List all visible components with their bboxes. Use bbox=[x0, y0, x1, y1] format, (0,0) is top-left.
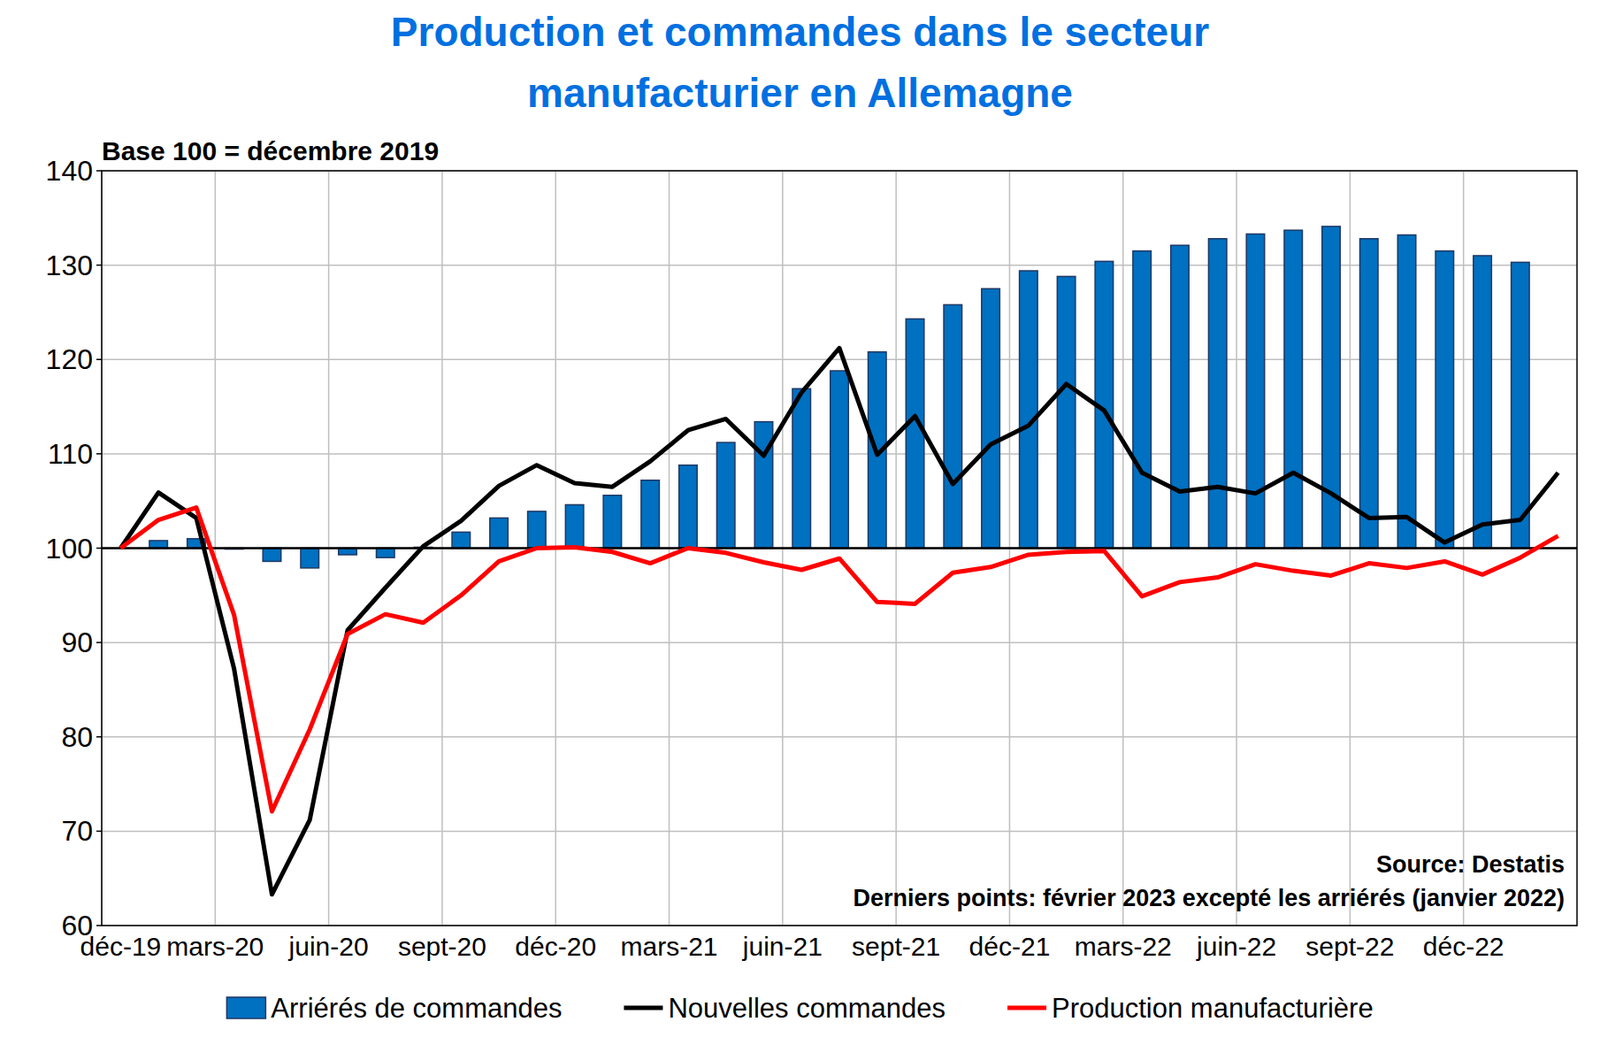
x-tick-label: sept-20 bbox=[398, 931, 487, 961]
bar bbox=[1133, 251, 1152, 549]
y-tick-label: 120 bbox=[45, 343, 93, 376]
y-tick-label: 110 bbox=[47, 437, 93, 470]
grid bbox=[101, 170, 1578, 926]
legend-item: Production manufacturière bbox=[1007, 992, 1374, 1024]
legend-label: Nouvelles commandes bbox=[667, 992, 946, 1024]
bar bbox=[451, 531, 471, 548]
title-line: Production et commandes dans le secteur bbox=[390, 8, 1210, 55]
bar bbox=[1056, 275, 1076, 548]
bar bbox=[1208, 238, 1227, 549]
bar bbox=[489, 517, 509, 548]
bar bbox=[641, 480, 660, 549]
x-tick-label: mars-22 bbox=[1074, 931, 1172, 961]
x-tick-label: mars-21 bbox=[620, 931, 719, 961]
grid-line bbox=[101, 359, 1578, 361]
bar bbox=[1511, 261, 1531, 548]
annotation: Derniers points: février 2023 excepté le… bbox=[853, 884, 1565, 912]
x-tick-label: déc-21 bbox=[969, 931, 1051, 961]
y-tick bbox=[96, 359, 102, 361]
grid-line bbox=[101, 547, 1578, 550]
x-tick-label: juin-20 bbox=[288, 931, 369, 961]
x-tick-label: déc-20 bbox=[514, 931, 597, 961]
bar bbox=[981, 288, 1001, 548]
y-tick bbox=[96, 924, 102, 927]
title-line: manufacturier en Allemagne bbox=[527, 69, 1073, 116]
bar bbox=[1473, 255, 1493, 549]
legend-label: Production manufacturière bbox=[1051, 992, 1374, 1024]
title: Production et commandes dans le secteur m… bbox=[390, 8, 1210, 116]
y-tick bbox=[96, 452, 102, 455]
bar bbox=[830, 370, 850, 548]
bar bbox=[1171, 244, 1190, 548]
y-tick bbox=[96, 264, 102, 267]
grid-line bbox=[101, 641, 1578, 644]
bar bbox=[716, 442, 735, 548]
bar bbox=[262, 548, 282, 562]
marks bbox=[101, 226, 1578, 895]
bar bbox=[943, 304, 963, 548]
legend-item: Nouvelles commandes bbox=[623, 992, 946, 1024]
x-tick-label: juin-21 bbox=[742, 931, 823, 961]
annotation: Source: Destatis bbox=[1376, 850, 1565, 878]
legend-item: Arriérés de commandes bbox=[226, 992, 562, 1024]
x-tick-label: sept-21 bbox=[851, 931, 941, 961]
bar bbox=[565, 504, 584, 548]
y-tick-label: 90 bbox=[61, 626, 93, 659]
y-tick bbox=[96, 641, 102, 644]
y-tick-label: 80 bbox=[61, 720, 93, 753]
bar bbox=[1435, 251, 1455, 549]
bar bbox=[603, 495, 622, 549]
bar bbox=[754, 421, 774, 549]
plot-frame bbox=[101, 170, 1578, 926]
bar bbox=[1019, 270, 1039, 548]
subtitle: Base 100 = décembre 2019 bbox=[101, 136, 439, 166]
y-tick-label: 140 bbox=[45, 154, 93, 187]
y-tick bbox=[96, 169, 102, 172]
legend-swatch bbox=[226, 996, 266, 1019]
bar bbox=[1246, 233, 1265, 548]
line bbox=[120, 347, 1558, 894]
bar bbox=[528, 511, 547, 549]
y-tick bbox=[96, 735, 102, 738]
grid-line bbox=[101, 830, 1578, 833]
x-tick-label: juin-22 bbox=[1195, 931, 1277, 961]
chart: Production et commandes dans le secteur m… bbox=[0, 0, 1600, 1045]
y-tick bbox=[96, 830, 102, 833]
legend-label: Arriérés de commandes bbox=[270, 992, 562, 1024]
legend: Arriérés de commandes Nouvelles commandes… bbox=[226, 992, 1373, 1024]
legend-swatch bbox=[623, 1005, 663, 1011]
grid-line bbox=[101, 735, 1578, 738]
y-tick-label: 130 bbox=[45, 249, 93, 282]
y-tick-label: 100 bbox=[45, 532, 93, 565]
y-tick-label: 70 bbox=[61, 814, 93, 847]
bar bbox=[792, 388, 812, 548]
line bbox=[120, 507, 1558, 812]
bar bbox=[149, 540, 169, 549]
x-tick-label: sept-22 bbox=[1305, 931, 1394, 961]
x-tick-label: mars-20 bbox=[166, 931, 264, 961]
x-tick-label: déc-22 bbox=[1423, 931, 1505, 961]
bar bbox=[300, 548, 320, 568]
legend-swatch bbox=[1007, 1005, 1047, 1011]
grid-line bbox=[101, 264, 1578, 267]
x-tick-label: déc-19 bbox=[80, 931, 162, 961]
bar bbox=[905, 318, 925, 548]
baseline bbox=[101, 546, 1578, 550]
y-tick bbox=[96, 547, 102, 550]
bar bbox=[1284, 229, 1303, 548]
bar bbox=[1360, 238, 1379, 549]
bar bbox=[679, 465, 698, 549]
bar bbox=[376, 548, 396, 559]
bar bbox=[1397, 235, 1417, 549]
